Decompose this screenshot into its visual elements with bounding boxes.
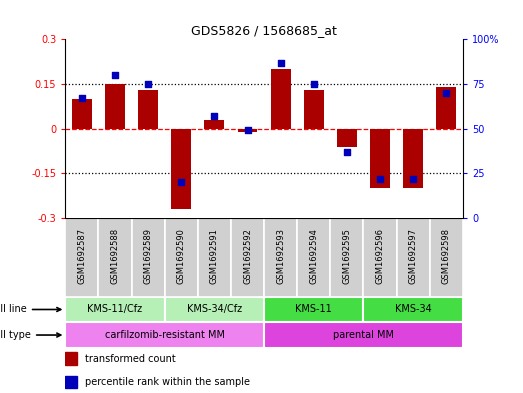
Bar [165, 218, 198, 297]
Bar [430, 218, 463, 297]
Bar [172, 129, 191, 209]
Text: cell type: cell type [0, 330, 61, 340]
Point [409, 176, 417, 182]
Text: GSM1692596: GSM1692596 [376, 228, 384, 284]
Bar [138, 90, 158, 129]
Text: cell line: cell line [0, 305, 61, 314]
Point [376, 176, 384, 182]
Point [210, 113, 219, 119]
Text: parental MM: parental MM [333, 330, 394, 340]
Point [111, 72, 119, 78]
Point [144, 81, 152, 87]
Text: GSM1692590: GSM1692590 [177, 228, 186, 284]
Bar [403, 129, 423, 188]
Text: KMS-34: KMS-34 [395, 305, 431, 314]
Text: GSM1692595: GSM1692595 [343, 228, 351, 284]
Text: KMS-34/Cfz: KMS-34/Cfz [187, 305, 242, 314]
Bar [331, 218, 363, 297]
Point [343, 149, 351, 155]
Bar [65, 376, 77, 388]
Title: GDS5826 / 1568685_at: GDS5826 / 1568685_at [191, 24, 337, 37]
Bar [65, 322, 264, 348]
Bar [65, 218, 98, 297]
Bar [237, 129, 257, 132]
Text: GSM1692597: GSM1692597 [408, 228, 418, 284]
Bar [264, 297, 363, 322]
Point [177, 179, 186, 185]
Bar [271, 69, 291, 129]
Bar [396, 218, 430, 297]
Bar [264, 322, 463, 348]
Bar [72, 99, 92, 129]
Bar [264, 218, 297, 297]
Point [243, 127, 252, 134]
Point [310, 81, 318, 87]
Bar [65, 352, 77, 365]
Text: transformed count: transformed count [85, 354, 176, 364]
Bar [337, 129, 357, 147]
Text: KMS-11: KMS-11 [295, 305, 332, 314]
Bar [363, 218, 396, 297]
Text: GSM1692594: GSM1692594 [309, 228, 319, 284]
Bar [231, 218, 264, 297]
Text: GSM1692591: GSM1692591 [210, 228, 219, 284]
Bar [363, 297, 463, 322]
Text: carfilzomib-resistant MM: carfilzomib-resistant MM [105, 330, 225, 340]
Point [277, 59, 285, 66]
Bar [436, 87, 456, 129]
Text: GSM1692587: GSM1692587 [77, 228, 86, 284]
Text: GSM1692589: GSM1692589 [144, 228, 153, 284]
Bar [65, 297, 165, 322]
Text: KMS-11/Cfz: KMS-11/Cfz [87, 305, 143, 314]
Bar [370, 129, 390, 188]
Bar [304, 90, 324, 129]
Text: percentile rank within the sample: percentile rank within the sample [85, 377, 250, 387]
Bar [204, 120, 224, 129]
Bar [297, 218, 331, 297]
Text: GSM1692592: GSM1692592 [243, 228, 252, 284]
Point [442, 90, 450, 96]
Bar [98, 218, 132, 297]
Text: GSM1692593: GSM1692593 [276, 228, 285, 284]
Point [78, 95, 86, 101]
Bar [198, 218, 231, 297]
Bar [105, 84, 125, 129]
Bar [165, 297, 264, 322]
Text: GSM1692598: GSM1692598 [442, 228, 451, 284]
Text: GSM1692588: GSM1692588 [110, 228, 120, 284]
Bar [132, 218, 165, 297]
